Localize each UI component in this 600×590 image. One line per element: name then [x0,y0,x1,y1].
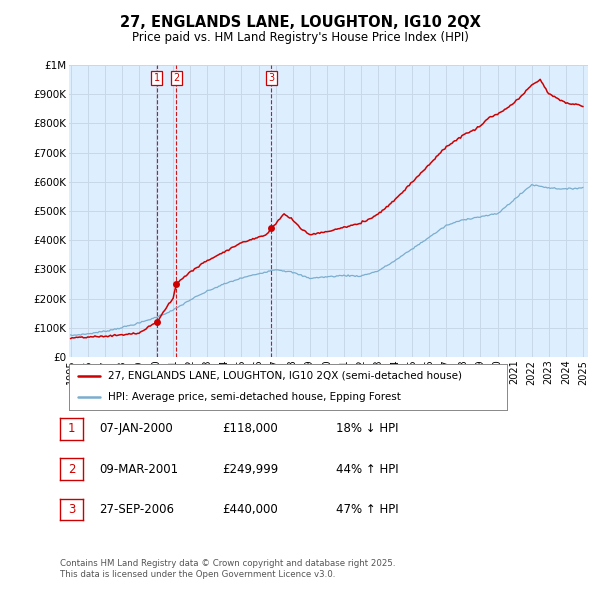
Text: 3: 3 [68,503,75,516]
Text: 18% ↓ HPI: 18% ↓ HPI [336,422,398,435]
Text: 1: 1 [154,73,160,83]
Text: 27-SEP-2006: 27-SEP-2006 [99,503,174,516]
Text: 27, ENGLANDS LANE, LOUGHTON, IG10 2QX: 27, ENGLANDS LANE, LOUGHTON, IG10 2QX [119,15,481,30]
Text: 47% ↑ HPI: 47% ↑ HPI [336,503,398,516]
Text: £249,999: £249,999 [222,463,278,476]
Text: £440,000: £440,000 [222,503,278,516]
Text: HPI: Average price, semi-detached house, Epping Forest: HPI: Average price, semi-detached house,… [109,392,401,402]
Text: 3: 3 [268,73,274,83]
Text: Contains HM Land Registry data © Crown copyright and database right 2025.
This d: Contains HM Land Registry data © Crown c… [60,559,395,579]
Text: £118,000: £118,000 [222,422,278,435]
Text: 1: 1 [68,422,75,435]
Text: 2: 2 [68,463,75,476]
Text: 07-JAN-2000: 07-JAN-2000 [99,422,173,435]
Text: Price paid vs. HM Land Registry's House Price Index (HPI): Price paid vs. HM Land Registry's House … [131,31,469,44]
Text: 09-MAR-2001: 09-MAR-2001 [99,463,178,476]
Text: 2: 2 [173,73,179,83]
Text: 27, ENGLANDS LANE, LOUGHTON, IG10 2QX (semi-detached house): 27, ENGLANDS LANE, LOUGHTON, IG10 2QX (s… [109,371,463,381]
Text: 44% ↑ HPI: 44% ↑ HPI [336,463,398,476]
